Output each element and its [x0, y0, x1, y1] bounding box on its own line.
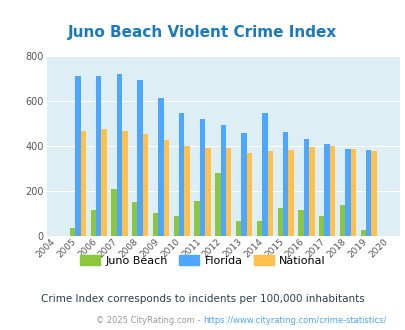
Bar: [329, 146, 335, 236]
Bar: [344, 149, 350, 236]
Bar: [365, 149, 371, 236]
Bar: [158, 98, 163, 236]
Bar: [137, 81, 143, 236]
Bar: [298, 210, 303, 236]
Bar: [70, 228, 75, 236]
Bar: [122, 131, 127, 236]
Bar: [173, 216, 179, 236]
Legend: Juno Beach, Florida, National: Juno Beach, Florida, National: [75, 250, 330, 270]
Text: https://www.cityrating.com/crime-statistics/: https://www.cityrating.com/crime-statist…: [202, 316, 386, 325]
Bar: [220, 125, 226, 236]
Bar: [153, 214, 158, 236]
Bar: [75, 76, 80, 236]
Bar: [308, 147, 314, 236]
Bar: [96, 76, 101, 236]
Bar: [205, 148, 210, 236]
Bar: [324, 145, 329, 236]
Bar: [256, 221, 262, 236]
Bar: [101, 129, 107, 236]
Bar: [339, 205, 344, 236]
Bar: [116, 74, 122, 236]
Bar: [277, 208, 282, 236]
Bar: [235, 221, 241, 236]
Bar: [288, 150, 293, 236]
Bar: [199, 119, 205, 236]
Bar: [303, 139, 308, 236]
Text: Juno Beach Violent Crime Index: Juno Beach Violent Crime Index: [68, 25, 337, 41]
Bar: [194, 201, 199, 236]
Bar: [226, 148, 231, 236]
Bar: [267, 151, 272, 236]
Bar: [262, 113, 267, 236]
Bar: [132, 202, 137, 236]
Bar: [215, 173, 220, 236]
Text: © 2025 CityRating.com -: © 2025 CityRating.com -: [96, 316, 202, 325]
Bar: [246, 153, 252, 236]
Bar: [360, 230, 365, 236]
Bar: [143, 134, 148, 236]
Bar: [241, 133, 246, 236]
Bar: [179, 113, 184, 236]
Bar: [90, 210, 96, 236]
Bar: [350, 149, 355, 236]
Bar: [282, 132, 288, 236]
Bar: [371, 151, 376, 236]
Bar: [111, 189, 116, 236]
Bar: [318, 216, 324, 236]
Bar: [163, 140, 168, 236]
Text: Crime Index corresponds to incidents per 100,000 inhabitants: Crime Index corresponds to incidents per…: [41, 294, 364, 304]
Bar: [184, 146, 190, 236]
Bar: [80, 131, 86, 236]
